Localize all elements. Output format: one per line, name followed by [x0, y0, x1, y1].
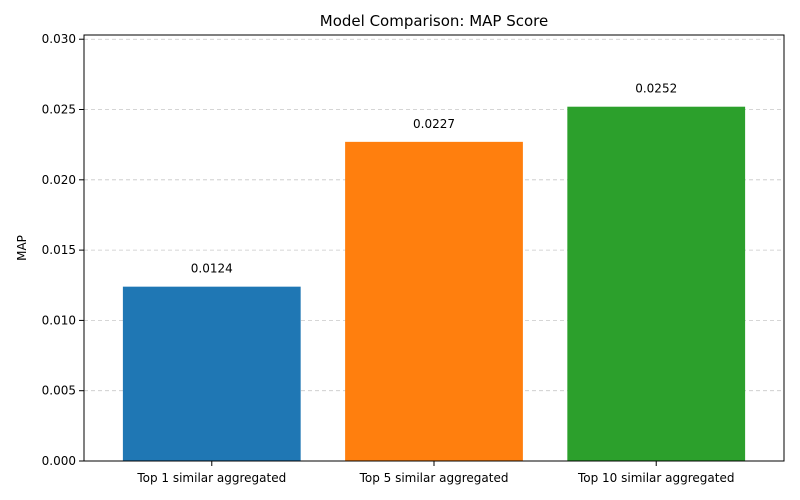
data-labels: 0.0124 0.0227 0.0252	[191, 82, 677, 276]
bar-value-label: 0.0124	[191, 262, 233, 276]
bar	[122, 286, 301, 461]
y-tick-label: 0.005	[42, 384, 76, 398]
x-tick-label: Top 1 similar aggregated	[136, 471, 286, 485]
y-tick-label: 0.010	[42, 313, 76, 327]
y-tick-label: 0.025	[42, 103, 76, 117]
x-axis: Top 1 similar aggregated Top 5 similar ag…	[136, 461, 734, 485]
bar	[345, 141, 523, 461]
bar-value-label: 0.0252	[635, 82, 677, 96]
y-tick-label: 0.030	[42, 32, 76, 46]
bar	[567, 106, 746, 461]
plot-frame	[83, 34, 785, 462]
bar-value-label: 0.0227	[413, 117, 455, 131]
y-tick-label: 0.015	[42, 243, 76, 257]
x-tick-label: Top 10 similar aggregated	[577, 471, 735, 485]
y-tick-label: 0.020	[42, 173, 76, 187]
chart-title: Model Comparison: MAP Score	[320, 12, 548, 30]
y-axis-label: MAP	[15, 235, 29, 261]
bars	[122, 106, 746, 461]
y-axis: 0.000 0.005 0.010 0.015 0.020 0.025 0.030	[42, 32, 84, 468]
x-tick-label: Top 5 similar aggregated	[359, 471, 509, 485]
y-tick-label: 0.000	[42, 454, 76, 468]
